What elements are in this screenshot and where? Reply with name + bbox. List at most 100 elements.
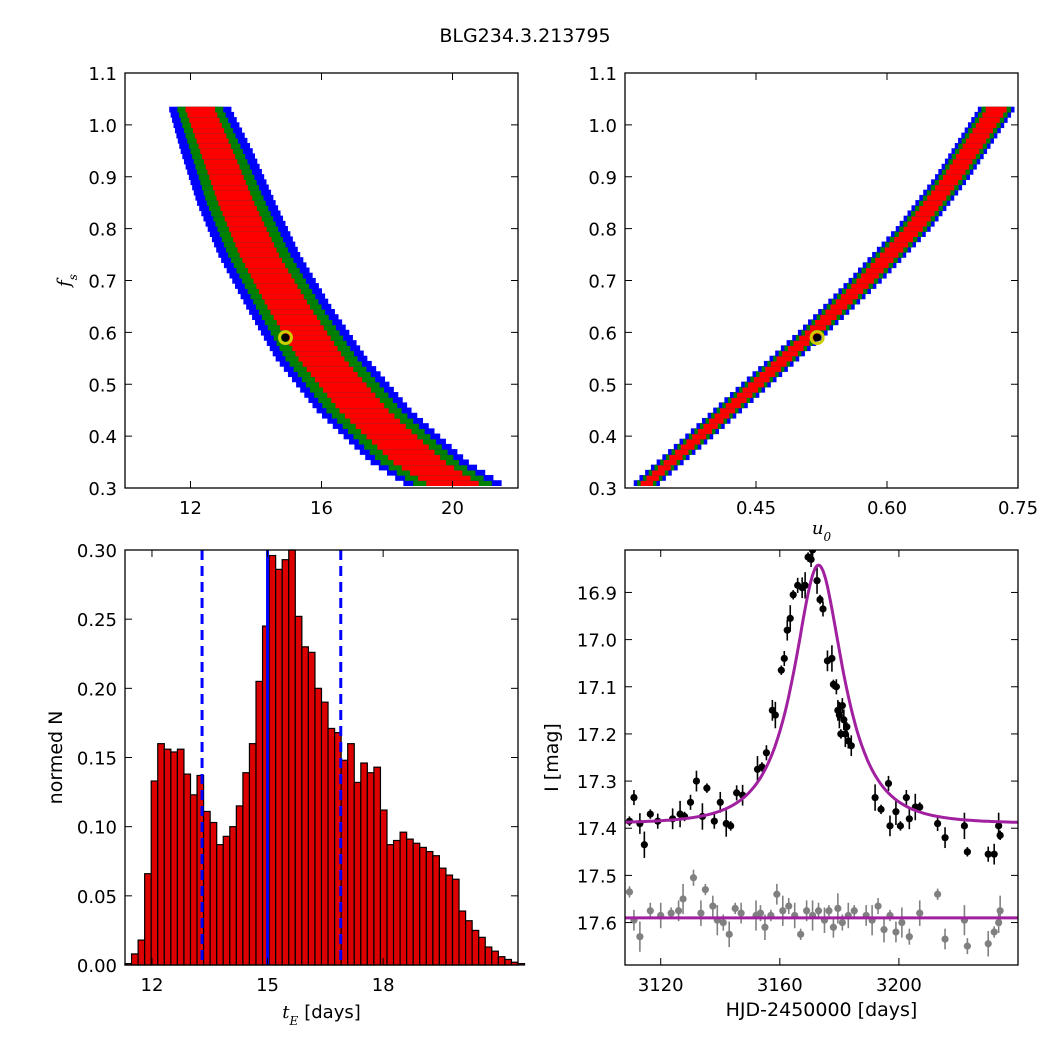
residual-point bbox=[797, 930, 805, 938]
sigma1-cell bbox=[731, 397, 747, 404]
sigma1-cell bbox=[222, 210, 260, 217]
sigma1-cell bbox=[835, 298, 853, 305]
sigma1-cell bbox=[692, 433, 707, 440]
sigma1-cell bbox=[714, 412, 730, 419]
y-tick-label: 17.4 bbox=[577, 819, 617, 840]
residual-point bbox=[934, 890, 942, 898]
data-point bbox=[710, 817, 718, 825]
sigma1-cell bbox=[875, 257, 894, 263]
sigma1-cell bbox=[646, 475, 659, 481]
residual-point bbox=[625, 888, 634, 896]
sigma1-cell bbox=[310, 371, 358, 378]
sigma1-cell bbox=[226, 220, 265, 227]
x-axis-label: HJD-2450000 [days] bbox=[726, 999, 918, 1021]
histogram-bar bbox=[360, 762, 368, 966]
sigma1-cell bbox=[927, 194, 947, 201]
y-tick-label: 0.10 bbox=[77, 818, 117, 839]
sigma1-cell bbox=[975, 122, 997, 129]
x-axis-label-unit: [days] bbox=[304, 1002, 361, 1023]
residual-point bbox=[709, 902, 717, 910]
data-point bbox=[786, 614, 794, 622]
data-point bbox=[871, 793, 879, 802]
sigma1-cell bbox=[919, 205, 939, 212]
y-tick-label: 0.3 bbox=[588, 479, 617, 500]
histogram-bar bbox=[445, 874, 454, 966]
data-point bbox=[819, 605, 827, 613]
sigma1-cell bbox=[283, 329, 328, 336]
sigma1-cell bbox=[923, 200, 943, 206]
data-point bbox=[941, 834, 949, 842]
y-tick-label: 0.30 bbox=[77, 541, 117, 562]
residual-point bbox=[701, 885, 709, 894]
histogram-bar bbox=[163, 748, 172, 966]
sigma1-cell bbox=[289, 340, 335, 346]
y-tick-label: 17.0 bbox=[577, 631, 617, 652]
sigma1-cell bbox=[314, 376, 363, 383]
histogram-bar bbox=[379, 809, 388, 966]
sigma1-cell bbox=[339, 407, 389, 414]
residual-point bbox=[874, 902, 882, 910]
sigma1-cell bbox=[870, 262, 889, 269]
sigma1-cell bbox=[344, 412, 395, 419]
residual-point bbox=[905, 933, 913, 941]
sigma1-cell bbox=[327, 392, 376, 398]
residual-point bbox=[829, 923, 838, 931]
best-fit-ring bbox=[277, 330, 293, 346]
residual-point bbox=[785, 902, 793, 910]
x-tick-label: 3120 bbox=[638, 975, 684, 996]
histogram-bar bbox=[392, 839, 401, 966]
sigma1-cell bbox=[765, 366, 781, 372]
data-point bbox=[807, 555, 815, 564]
data-point bbox=[892, 808, 900, 816]
sigma1-cell bbox=[267, 303, 311, 310]
histogram-bar bbox=[320, 701, 329, 966]
histogram-bar bbox=[432, 855, 441, 966]
sigma1-cell bbox=[865, 267, 884, 274]
data-point bbox=[716, 798, 724, 806]
best-fit-point bbox=[281, 333, 290, 342]
sigma1-cell bbox=[306, 366, 354, 372]
sigma1-cell bbox=[187, 111, 218, 118]
histogram-bar bbox=[242, 772, 251, 966]
sigma1-cell bbox=[815, 319, 832, 326]
y-tick-label: 0.05 bbox=[77, 887, 117, 908]
data-point bbox=[990, 850, 998, 858]
data-point bbox=[640, 841, 648, 849]
residual-point bbox=[725, 930, 733, 938]
sigma1-cell bbox=[211, 179, 246, 186]
residual-point bbox=[679, 895, 687, 903]
sigma1-cell bbox=[276, 319, 321, 326]
sigma1-cell bbox=[982, 111, 1004, 118]
residual-point bbox=[667, 909, 675, 917]
y-tick-label: 0.5 bbox=[88, 375, 117, 396]
sigma1-cell bbox=[965, 137, 987, 144]
sigma1-cell bbox=[361, 428, 412, 435]
histogram-bar bbox=[314, 687, 323, 966]
sigma1-cell bbox=[250, 272, 292, 279]
sigma1-cell bbox=[985, 106, 1007, 113]
sigma1-cell bbox=[331, 397, 380, 404]
histogram-bar bbox=[130, 953, 139, 966]
sigma1-cell bbox=[652, 469, 665, 476]
y-tick-label: 1.0 bbox=[88, 116, 117, 137]
sigma1-cell bbox=[253, 277, 295, 284]
data-point bbox=[789, 591, 797, 599]
histogram-bar bbox=[301, 646, 310, 966]
y-axis-label: I [mag] bbox=[541, 723, 563, 792]
data-point bbox=[838, 702, 846, 710]
lightcurve-plot bbox=[625, 550, 1018, 957]
sigma1-cell bbox=[931, 189, 951, 196]
sigma1-cell bbox=[335, 402, 385, 409]
sigma1-cell bbox=[956, 153, 976, 160]
sigma1-cell bbox=[377, 443, 429, 450]
sigma1-cell bbox=[938, 179, 959, 186]
x-tick-label: 3160 bbox=[757, 975, 803, 996]
sigma1-cell bbox=[736, 392, 753, 398]
residual-point bbox=[761, 923, 769, 931]
sigma1-cell bbox=[292, 345, 338, 352]
x-tick-label: 0.60 bbox=[867, 498, 907, 519]
sigma1-cell bbox=[969, 132, 990, 139]
y-tick-label: 17.6 bbox=[577, 914, 617, 935]
x-axis-label-subscript: 0 bbox=[823, 530, 831, 544]
sigma1-cell bbox=[245, 262, 286, 269]
